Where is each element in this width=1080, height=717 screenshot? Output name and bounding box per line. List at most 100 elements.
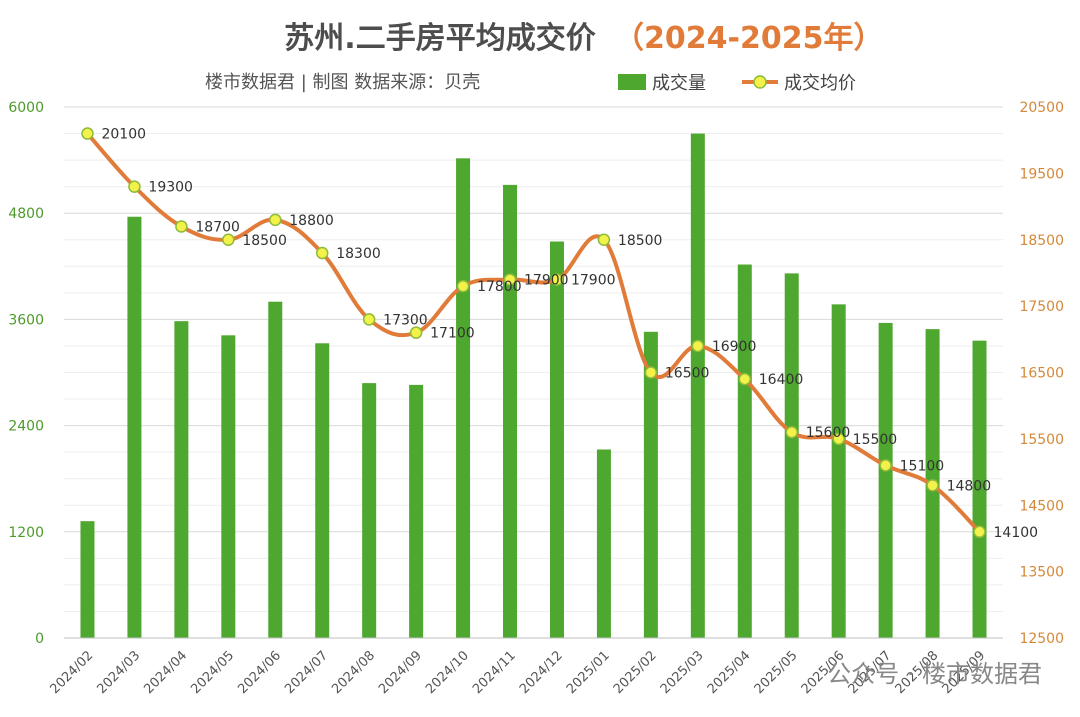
x-tick-label: 2024/11 <box>470 648 519 697</box>
bar <box>80 521 95 638</box>
price-data-label: 18300 <box>336 246 381 262</box>
legend-bar-label: 成交量 <box>652 73 706 94</box>
y-right-tick-label: 20500 <box>1019 100 1064 116</box>
y-left-tick-label: 3600 <box>8 312 44 328</box>
watermark: 公众号 · 楼市数据君 <box>827 660 1042 688</box>
x-tick-label: 2025/05 <box>752 648 801 697</box>
chart-subtitle: 楼市数据君 | 制图 数据来源：贝壳 <box>205 72 480 93</box>
price-marker <box>269 213 282 227</box>
x-tick-label: 2025/02 <box>611 648 660 697</box>
gridlines <box>64 106 1003 639</box>
legend: 成交量 成交均价 <box>618 73 856 94</box>
price-data-label: 16400 <box>759 372 804 388</box>
price-data-label: 18500 <box>618 233 663 249</box>
price-marker <box>644 366 658 379</box>
y-left-tick-label: 2400 <box>8 419 44 435</box>
x-tick-label: 2024/09 <box>376 648 425 697</box>
price-marker <box>128 180 141 193</box>
price-data-label: 16500 <box>665 366 710 382</box>
price-marker <box>738 372 752 386</box>
y-right-tick-label: 12500 <box>1019 631 1064 647</box>
bar <box>878 322 893 638</box>
y-right-tick-label: 17500 <box>1019 299 1064 315</box>
y-left-tick-label: 4800 <box>8 206 44 222</box>
price-data-label: 18700 <box>195 219 240 235</box>
bar <box>643 331 658 638</box>
bar <box>690 133 705 639</box>
price-marker <box>222 233 235 246</box>
price-marker <box>456 279 470 293</box>
x-tick-label: 2024/06 <box>235 648 284 697</box>
y-right-tick-label: 19500 <box>1019 166 1064 182</box>
x-tick-label: 2024/03 <box>94 648 143 697</box>
price-data-label: 14800 <box>947 478 992 494</box>
price-marker <box>503 273 517 286</box>
x-tick-label: 2025/01 <box>564 648 613 697</box>
bar <box>503 184 518 638</box>
x-tick-label: 2024/08 <box>329 648 378 697</box>
legend-bar-swatch <box>618 74 646 90</box>
price-data-label: 20100 <box>101 127 146 143</box>
x-tick-label: 2024/05 <box>188 648 237 697</box>
bar <box>456 158 471 638</box>
y-right-tick-label: 15500 <box>1019 432 1064 448</box>
price-marker <box>785 425 798 439</box>
x-tick-label: 2024/07 <box>282 648 331 697</box>
price-data-label: 18500 <box>242 233 287 249</box>
x-tick-label: 2025/03 <box>658 648 707 697</box>
chart-title: 苏州.二手房平均成交价 <box>284 21 595 56</box>
price-marker <box>597 233 611 246</box>
x-tick-label: 2024/10 <box>423 648 472 697</box>
x-tick-label: 2025/04 <box>705 648 754 697</box>
price-data-label: 17800 <box>477 279 522 295</box>
price-marker <box>409 326 423 339</box>
price-marker <box>81 127 94 140</box>
price-data-label: 19300 <box>148 180 193 196</box>
price-data-label: 17300 <box>383 312 428 328</box>
y-right-tick-label: 16500 <box>1019 366 1064 382</box>
price-marker <box>926 479 939 492</box>
y-left-tick-label: 0 <box>35 631 44 647</box>
y-left-tick-label: 6000 <box>8 100 44 116</box>
bar <box>174 321 189 638</box>
bar <box>831 304 846 638</box>
bar <box>549 241 564 638</box>
price-data-label: 18800 <box>289 213 334 229</box>
bar <box>127 216 142 639</box>
price-marker <box>362 313 376 326</box>
price-data-label: 17100 <box>430 326 475 342</box>
price-marker <box>973 525 986 539</box>
price-data-label: 17900 <box>524 273 569 289</box>
bar <box>409 384 424 638</box>
bar <box>784 273 799 638</box>
bar <box>315 343 330 638</box>
price-marker <box>315 246 329 260</box>
legend-line-marker <box>753 75 767 89</box>
price-data-labels: 2010019300187001850018800183001730017100… <box>101 127 1038 541</box>
price-data-label: 15100 <box>900 458 945 474</box>
bar <box>362 383 377 638</box>
price-markers <box>81 127 986 539</box>
y-axis-right: 12500 13500 14500 15500 16500 17500 18500 19500… <box>1019 100 1064 647</box>
price-marker <box>175 220 188 233</box>
y-axis-left: 0 1200 2400 3600 4800 6000 <box>8 100 44 647</box>
y-right-tick-label: 13500 <box>1019 565 1064 581</box>
bar <box>596 449 611 638</box>
price-data-label: 16900 <box>712 339 757 355</box>
y-left-tick-label: 1200 <box>8 525 44 541</box>
price-line <box>85 131 982 534</box>
bar <box>268 301 283 638</box>
price-marker <box>550 273 564 286</box>
x-tick-label: 2024/12 <box>517 648 566 697</box>
chart-title-years: （2024-2025年） <box>614 21 883 56</box>
price-marker <box>879 459 892 472</box>
price-marker <box>832 432 845 446</box>
x-tick-label: 2024/04 <box>141 648 190 697</box>
bar <box>972 340 987 638</box>
price-data-label: 15500 <box>853 432 898 448</box>
bar-series <box>80 133 987 639</box>
x-tick-label: 2024/02 <box>48 648 97 697</box>
legend-line-label: 成交均价 <box>784 73 856 94</box>
y-right-tick-label: 18500 <box>1019 233 1064 249</box>
